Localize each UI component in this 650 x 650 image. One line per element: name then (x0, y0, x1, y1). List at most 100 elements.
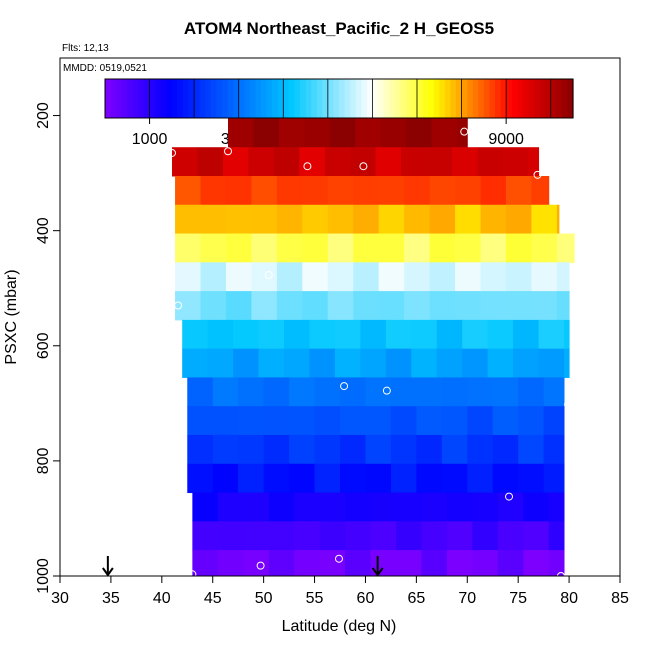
heatmap-cell (396, 492, 422, 522)
heatmap-cell (302, 204, 329, 235)
colorbar-segment (489, 79, 496, 118)
heatmap-cell (340, 463, 366, 494)
colorbar-segment (522, 79, 530, 118)
heatmap-cell (175, 291, 202, 321)
heatmap-cell (251, 204, 278, 235)
heatmap-cell (528, 147, 540, 177)
heatmap-cell (370, 550, 397, 576)
heatmap-cell (436, 348, 463, 378)
heatmap-cell (319, 492, 346, 522)
x-axis-label: Latitude (deg N) (282, 618, 397, 635)
heatmap-cell (314, 377, 341, 407)
heatmap-cell (513, 319, 540, 350)
heatmap-cell (207, 348, 234, 378)
colorbar-segment (144, 79, 151, 118)
colorbar-segment (183, 79, 190, 118)
colorbar-segment (400, 79, 407, 118)
heatmap-cell (441, 434, 468, 465)
heatmap-cell (531, 175, 550, 206)
heatmap-cell (455, 291, 482, 321)
colorbar-segment (277, 79, 284, 118)
heatmap-cell (564, 348, 570, 378)
heatmap-cell (284, 348, 310, 378)
flights-label: Flts: 12,13 (62, 43, 109, 54)
heatmap-cell (225, 204, 252, 235)
heatmap-cell (441, 377, 468, 407)
heatmap-cell (390, 463, 417, 494)
heatmap-cell (365, 406, 392, 436)
heatmap-cell (492, 377, 519, 407)
x-tick-label: 55 (306, 590, 324, 607)
heatmap-cell (462, 319, 489, 350)
heatmap-cell (380, 118, 407, 148)
chart-title: ATOM4 Northeast_Pacific_2 H_GEOS5 (184, 19, 494, 38)
colorbar-segment (383, 79, 390, 118)
colorbar-segment (405, 79, 413, 118)
observation-point (188, 570, 197, 576)
heatmap-cell (233, 348, 260, 378)
heatmap-cell (192, 492, 219, 522)
colorbar-segment (105, 79, 112, 118)
colorbar-segment (389, 79, 396, 118)
x-tick-label: 70 (458, 590, 476, 607)
heatmap-cell (353, 204, 380, 235)
heatmap-cell (302, 233, 329, 263)
heatmap-cell (492, 463, 519, 494)
observation-point (303, 162, 312, 171)
heatmap-cell (401, 147, 428, 177)
colorbar-segment (127, 79, 134, 118)
heatmap-cell (378, 291, 405, 321)
colorbar-segment (266, 79, 273, 118)
heatmap-cell (238, 377, 265, 407)
heatmap-cell (299, 147, 326, 177)
colorbar-segment (456, 79, 463, 118)
observation-point (556, 572, 565, 576)
heatmap-cell (225, 262, 252, 292)
colorbar-segment (238, 79, 245, 118)
y-axis: 200 400 600 800 1000 (35, 102, 60, 594)
x-tick-label: 75 (509, 590, 527, 607)
heatmap-cell (455, 262, 482, 292)
colorbar-segment (155, 79, 162, 118)
heatmap-cell (472, 550, 499, 576)
y-tick-label: 400 (35, 217, 52, 244)
heatmap-cell (467, 377, 494, 407)
heatmap-cell (556, 262, 570, 292)
y-tick-label: 800 (35, 447, 52, 474)
heatmap-cell (302, 291, 329, 321)
heatmap-cell (248, 147, 275, 177)
heatmap-cell (505, 175, 532, 206)
heatmap-cell (543, 406, 565, 436)
heatmap-cell (302, 175, 329, 206)
heatmap-cell (426, 147, 453, 177)
heatmap-cell (446, 550, 473, 576)
colorbar-segment (433, 79, 440, 118)
heatmap-cell (353, 233, 380, 263)
heatmap-cell (441, 406, 468, 436)
heatmap-cell (253, 118, 280, 148)
colorbar-segment (322, 79, 329, 118)
heatmap-cell (543, 377, 565, 407)
observation-point (340, 382, 349, 391)
heatmap-cell (543, 434, 565, 465)
flight-markers (102, 556, 384, 577)
colorbar-segment (483, 79, 491, 118)
heatmap-cell (385, 348, 412, 378)
colorbar-segment (288, 79, 296, 118)
colorbar-segment (216, 79, 223, 118)
heatmap-cell (429, 262, 456, 292)
heatmap-cell (502, 147, 529, 177)
heatmap-cell (518, 406, 545, 436)
colorbar-segment (517, 79, 524, 118)
heatmap-cell (278, 118, 305, 148)
heatmap-cell (416, 463, 443, 494)
heatmap-cell (345, 550, 372, 576)
flight-marker-arrowhead (102, 567, 114, 577)
colorbar-segment (506, 79, 513, 118)
colorbar-tick-label: 1000 (132, 131, 168, 148)
dates-label: MMDD: 0519,0521 (63, 63, 147, 74)
colorbar-segment (177, 79, 184, 118)
heatmap-cell (172, 147, 198, 177)
colorbar-segment (545, 79, 552, 118)
colorbar-segment (333, 79, 340, 118)
